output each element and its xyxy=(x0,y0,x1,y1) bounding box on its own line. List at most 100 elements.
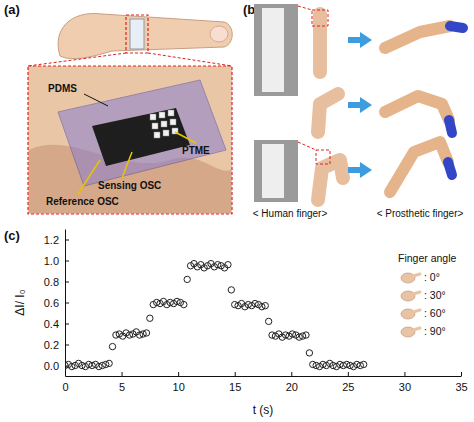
data-point xyxy=(184,276,190,282)
data-point xyxy=(262,302,268,308)
caption: < Human finger> xyxy=(253,208,328,219)
x-tick-label: 30 xyxy=(399,381,411,393)
ptme-cell xyxy=(163,130,169,136)
prosthetic-tip xyxy=(450,26,463,28)
hand-icon xyxy=(401,309,420,319)
human-finger xyxy=(318,160,343,200)
y-tick: 0.4 xyxy=(44,318,69,330)
y-tick-mark xyxy=(65,261,69,262)
y-tick: 0.2 xyxy=(44,339,69,351)
x-tick: 30 xyxy=(399,372,411,393)
prosthetic-finger xyxy=(385,26,450,48)
y-tick-label: 0.8 xyxy=(44,276,59,288)
pointer xyxy=(122,152,132,178)
y-tick: 1.0 xyxy=(44,255,69,267)
ptme-cell xyxy=(159,112,165,118)
x-tick: 35 xyxy=(455,372,467,393)
x-axis-line xyxy=(66,376,462,377)
data-point xyxy=(181,301,187,307)
arrow-shaft xyxy=(348,167,362,173)
hand-icon xyxy=(401,291,420,301)
x-tick-mark xyxy=(122,372,123,376)
y-tick-label: 0.6 xyxy=(44,297,59,309)
photo-strip xyxy=(262,8,284,92)
hand-finger xyxy=(413,274,420,276)
prosthetic-tip xyxy=(449,120,452,133)
ptme-cell xyxy=(161,121,167,127)
x-tick: 20 xyxy=(286,372,298,393)
x-tick-mark xyxy=(235,372,236,376)
pointer xyxy=(78,160,100,194)
photo xyxy=(254,4,298,96)
human-finger xyxy=(318,94,338,132)
zoom-line xyxy=(148,53,232,66)
legend-label: : 90° xyxy=(424,325,446,337)
panel-a: PDMS PTME Sensing OSC Reference OSC xyxy=(28,13,232,214)
x-tick-mark xyxy=(404,372,405,376)
ptme-cell xyxy=(168,110,174,116)
x-tick-label: 15 xyxy=(229,381,241,393)
data-point xyxy=(228,287,234,293)
y-tick-mark xyxy=(65,303,69,304)
zoom-box xyxy=(316,150,330,164)
y-tick-label: 0.4 xyxy=(44,318,59,330)
human-finger xyxy=(313,14,327,72)
y-tick-label: 0.0 xyxy=(44,360,59,372)
y-tick-label: 1.0 xyxy=(44,255,59,267)
y-tick: 0.8 xyxy=(44,276,69,288)
label-ptme: PTME xyxy=(182,145,210,156)
x-tick: 15 xyxy=(229,372,241,393)
data-point xyxy=(147,315,153,321)
photo-strip xyxy=(262,144,284,198)
data-point xyxy=(361,361,367,367)
panel-label: (a) xyxy=(4,2,20,17)
data-point xyxy=(106,360,112,366)
y-tick: 1.2 xyxy=(44,234,69,246)
pointer xyxy=(84,94,108,106)
ptme-cell xyxy=(170,119,176,125)
arrow-head xyxy=(360,97,372,113)
zoom-line xyxy=(298,142,316,150)
zoom-line xyxy=(28,53,126,66)
inset xyxy=(28,66,232,214)
y-tick-mark xyxy=(65,345,69,346)
label-reference-osc: Reference OSC xyxy=(46,196,119,207)
x-tick-mark xyxy=(348,372,349,376)
x-tick-label: 5 xyxy=(119,381,125,393)
x-axis: 05101520253035 xyxy=(62,372,467,393)
osc-device xyxy=(92,108,190,166)
hand-finger xyxy=(413,292,420,294)
legend-title: Finger angle xyxy=(398,252,457,264)
zoom-box xyxy=(126,15,148,53)
y-tick-mark xyxy=(65,240,69,241)
hand-finger xyxy=(413,310,420,312)
y-axis-title: ΔI/ I₀ xyxy=(13,289,27,315)
panel-c: 051015202530350.00.20.40.60.81.01.2t (s)… xyxy=(13,230,468,418)
hand-icon xyxy=(401,327,420,337)
legend: Finger angle: 0°: 30°: 60°: 90° xyxy=(398,252,457,337)
hand-finger xyxy=(413,328,420,330)
x-tick: 5 xyxy=(119,372,125,393)
caption: < Prosthetic finger> xyxy=(377,208,464,219)
panel-label: (c) xyxy=(4,228,20,243)
label-sensing-osc: Sensing OSC xyxy=(98,180,161,191)
zoom-line xyxy=(298,6,312,10)
label-pdms: PDMS xyxy=(48,83,77,94)
x-tick-mark xyxy=(178,372,179,376)
prosthetic-tip xyxy=(448,162,452,175)
pdms-layer xyxy=(58,80,226,186)
prosthetic-finger xyxy=(390,142,448,192)
legend-label: : 30° xyxy=(424,289,446,301)
x-tick: 10 xyxy=(173,372,185,393)
legend-label: : 0° xyxy=(424,271,440,283)
ptme-cell xyxy=(150,114,156,120)
finger xyxy=(58,13,232,58)
arrow-shaft xyxy=(348,37,362,43)
data-point xyxy=(109,343,115,349)
arrow-head xyxy=(360,162,372,178)
y-tick-label: 0.2 xyxy=(44,339,59,351)
data-point xyxy=(265,318,271,324)
photo xyxy=(254,140,298,202)
x-tick-mark xyxy=(291,372,292,376)
x-tick-label: 0 xyxy=(62,381,68,393)
